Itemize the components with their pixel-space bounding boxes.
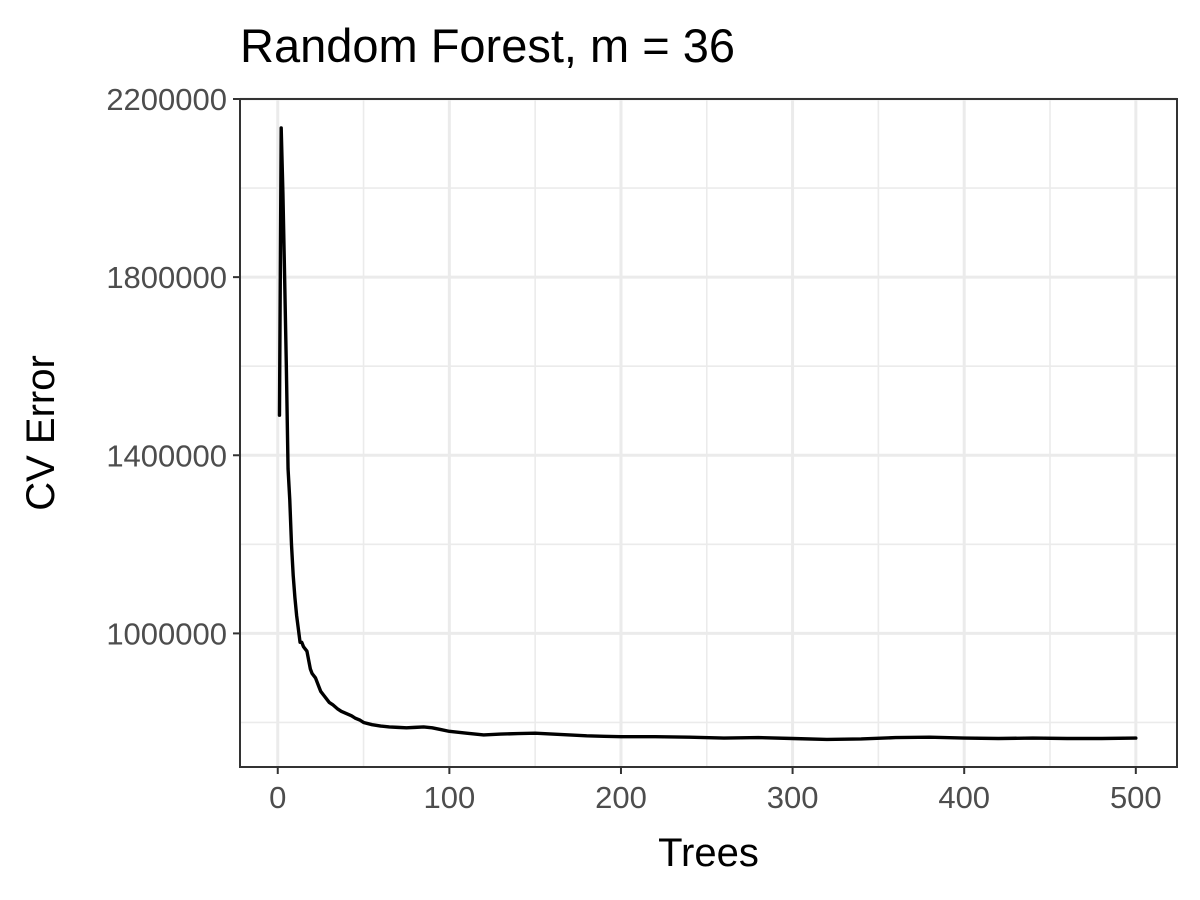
y-tick-label: 1400000 (106, 438, 227, 473)
x-tick-label: 300 (767, 780, 819, 815)
chart-title: Random Forest, m = 36 (240, 19, 735, 72)
x-tick-label: 0 (269, 780, 286, 815)
panel-border (239, 98, 1178, 768)
cv-error-series-line (277, 126, 1138, 742)
y-axis: 1000000 1400000 1800000 2200000 (106, 82, 240, 651)
minor-gridlines (240, 99, 1177, 767)
y-tick-label: 2200000 (106, 82, 227, 117)
plot-panel (240, 99, 1177, 767)
y-tick-label: 1000000 (106, 616, 227, 651)
x-tick-label: 400 (938, 780, 990, 815)
series-layer (277, 126, 1138, 742)
x-tick-label: 100 (423, 780, 475, 815)
y-tick-label: 1800000 (106, 260, 227, 295)
x-axis: 0 100 200 300 400 500 (269, 767, 1162, 815)
x-tick-label: 500 (1110, 780, 1162, 815)
y-axis-label: CV Error (19, 355, 63, 511)
x-axis-label: Trees (658, 831, 759, 875)
x-tick-label: 200 (595, 780, 647, 815)
